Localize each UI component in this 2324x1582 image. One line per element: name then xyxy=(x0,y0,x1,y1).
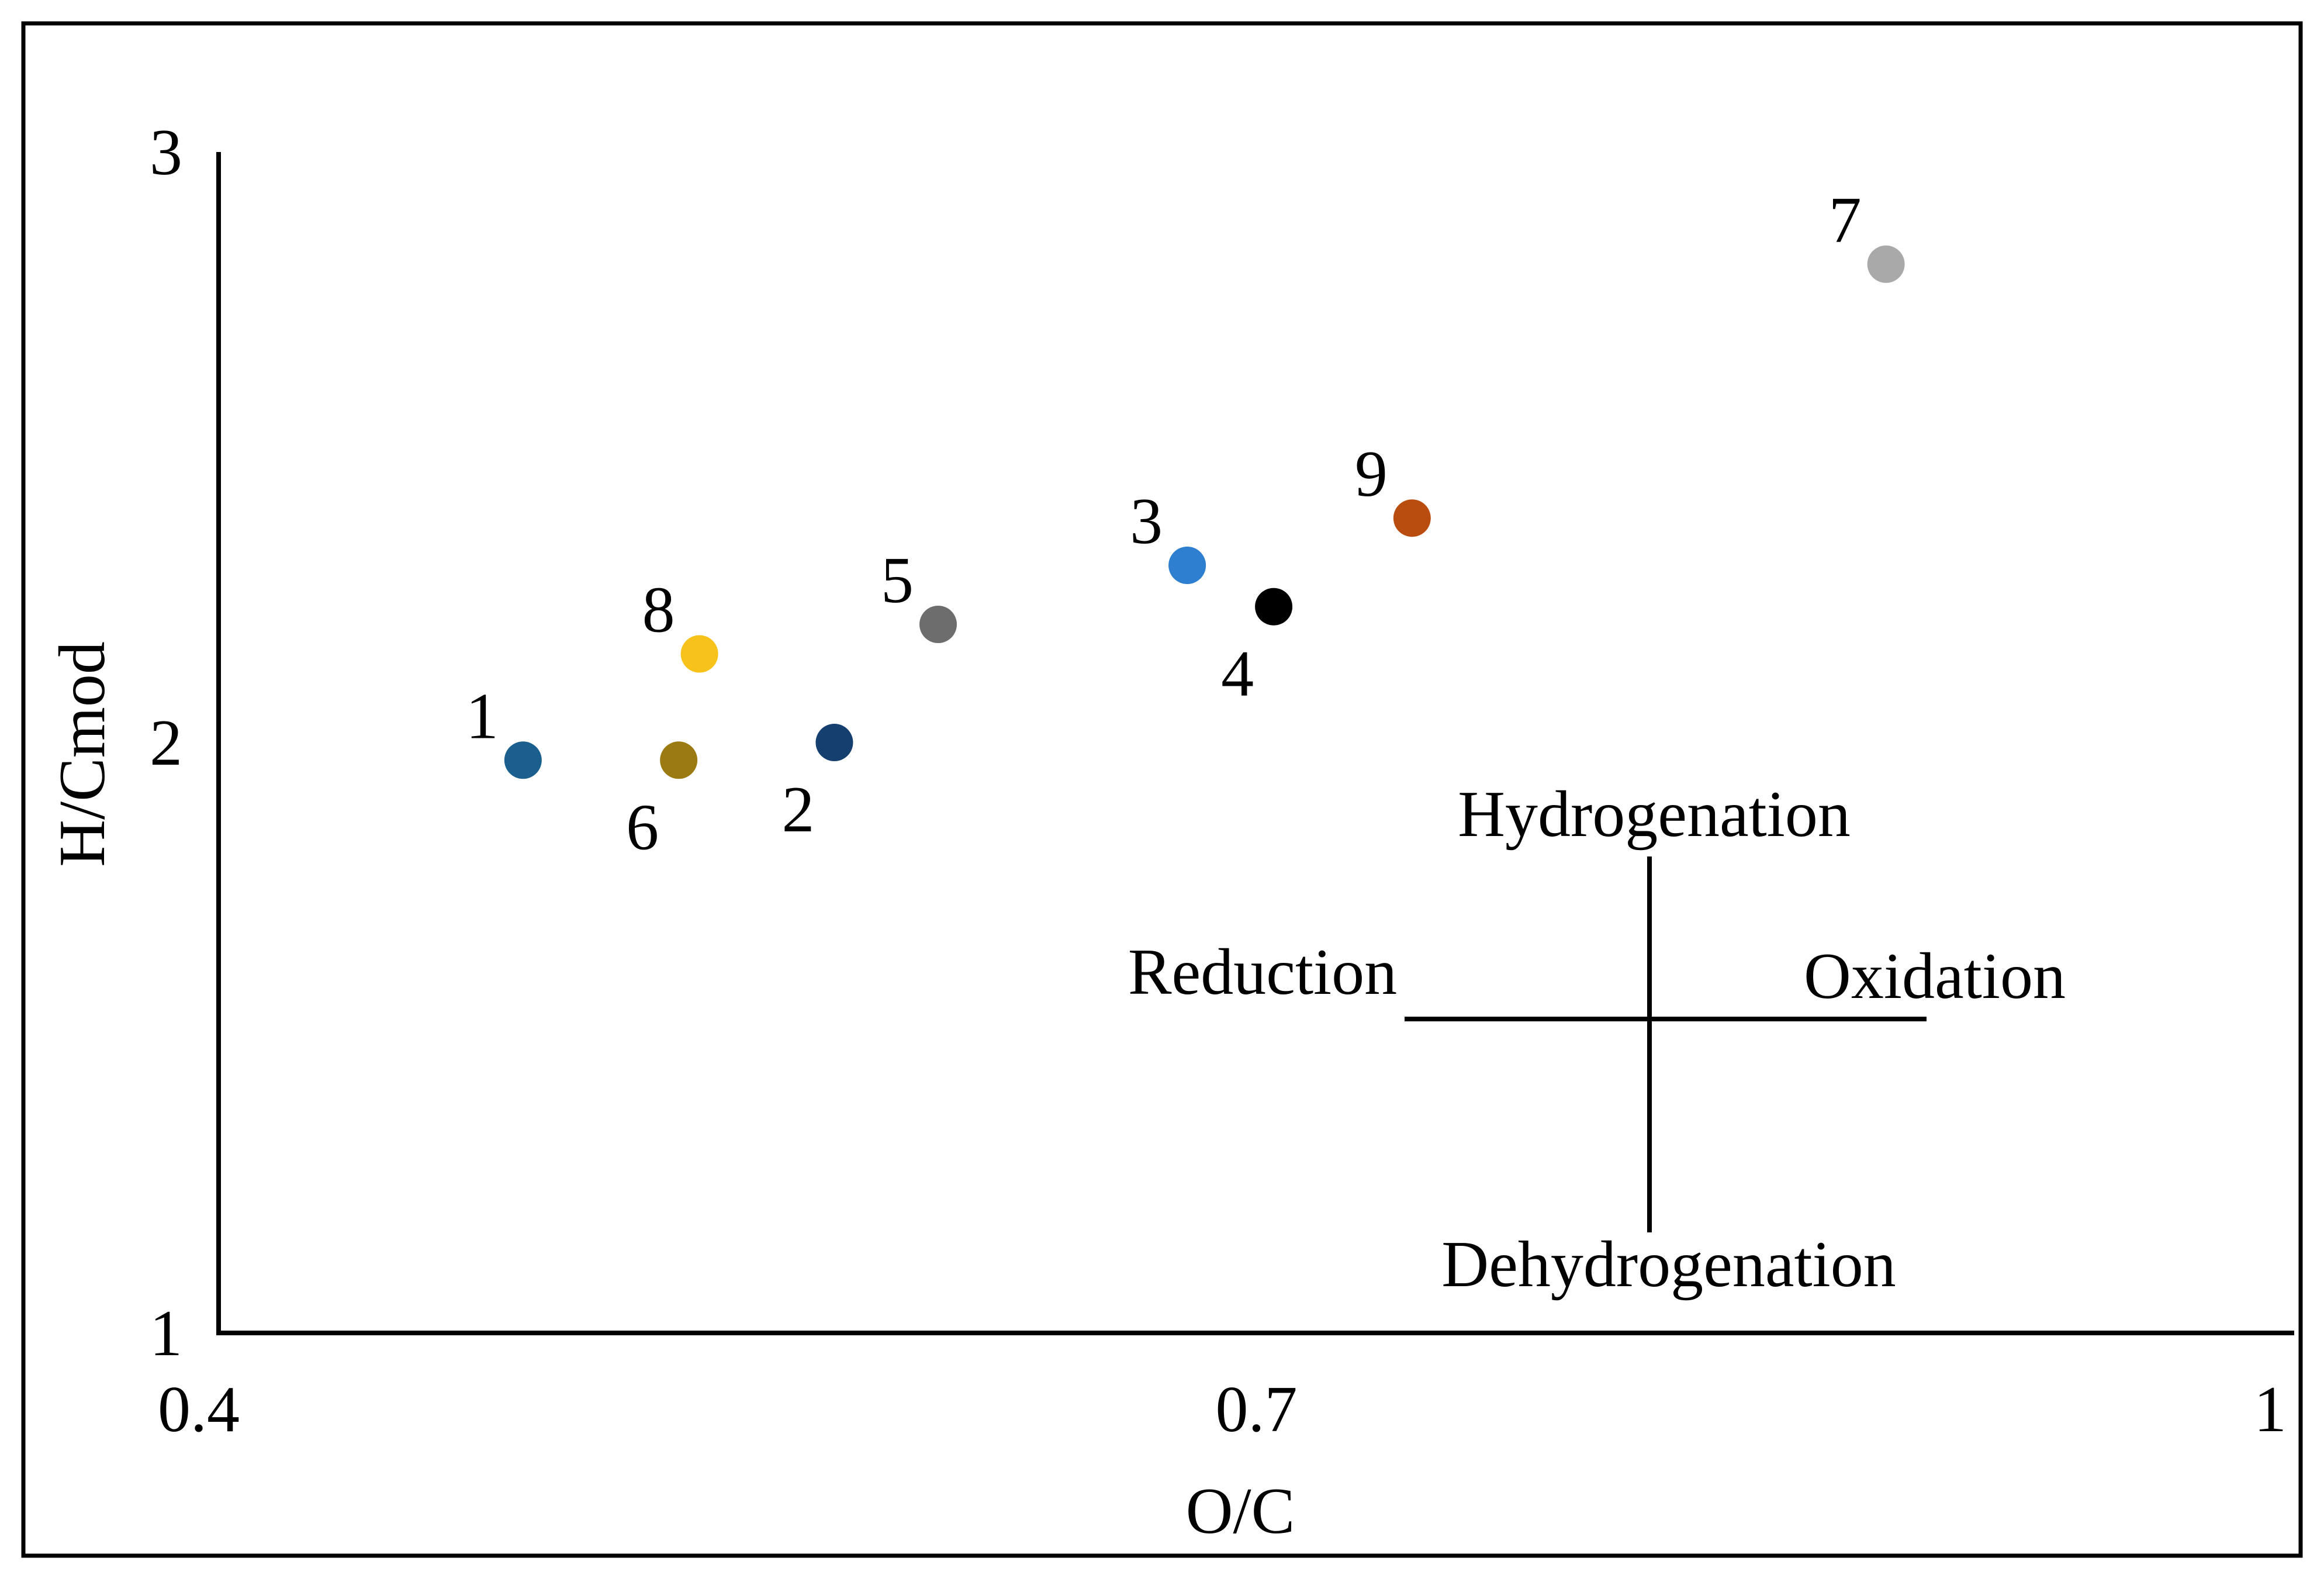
data-point-group: 4 xyxy=(1221,588,1293,710)
data-point-group: 3 xyxy=(1130,485,1206,584)
data-point-group: 7 xyxy=(1829,184,1905,283)
point-label: 3 xyxy=(1130,485,1163,558)
chart-border xyxy=(21,21,2303,1558)
data-points: 1 2 3 4 5 6 7 8 9 xyxy=(466,184,1905,863)
x-axis-title: O/C xyxy=(1186,1475,1295,1548)
y-axis-title: H/Cmod xyxy=(46,641,119,867)
point-label: 9 xyxy=(1355,438,1388,510)
data-point-group: 2 xyxy=(781,724,853,846)
point-label: 1 xyxy=(466,680,499,752)
data-point xyxy=(815,724,853,761)
y-tick-label: 3 xyxy=(150,116,182,189)
data-point xyxy=(1867,245,1905,283)
data-point-group: 6 xyxy=(626,741,698,863)
x-tick-labels: 0.4 0.7 1 xyxy=(158,1373,2287,1446)
point-label: 5 xyxy=(881,544,914,617)
data-point xyxy=(660,741,698,779)
dehydrogenation-label: Dehydrogenation xyxy=(1441,1228,1896,1301)
data-point xyxy=(1393,499,1431,537)
point-label: 6 xyxy=(626,791,659,863)
point-label: 2 xyxy=(781,773,814,846)
data-point-group: 5 xyxy=(881,544,957,643)
direction-diagram: Hydrogenation Dehydrogenation Reduction … xyxy=(1128,778,2066,1301)
data-point xyxy=(1255,588,1293,626)
data-point xyxy=(1168,547,1206,584)
data-point xyxy=(919,606,957,643)
x-tick-label: 0.4 xyxy=(158,1373,240,1446)
x-tick-label: 1 xyxy=(2254,1373,2287,1446)
data-point-group: 8 xyxy=(642,574,718,673)
data-point xyxy=(680,635,718,673)
hydrogenation-label: Hydrogenation xyxy=(1458,778,1851,851)
y-tick-label: 2 xyxy=(150,707,182,779)
data-point-group: 9 xyxy=(1355,438,1431,537)
point-label: 4 xyxy=(1221,638,1254,710)
y-tick-label: 1 xyxy=(150,1297,182,1370)
point-label: 7 xyxy=(1829,184,1862,257)
data-point xyxy=(504,741,542,779)
x-tick-label: 0.7 xyxy=(1216,1373,1298,1446)
reduction-label: Reduction xyxy=(1128,936,1397,1008)
y-tick-labels: 1 2 3 xyxy=(150,116,182,1370)
oxidation-label: Oxidation xyxy=(1804,940,2066,1013)
point-label: 8 xyxy=(642,574,675,647)
data-point-group: 1 xyxy=(466,680,542,779)
